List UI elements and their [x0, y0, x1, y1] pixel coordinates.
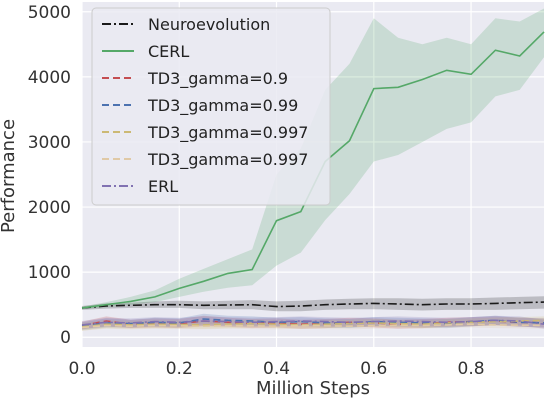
- x-tick-label: 0.8: [458, 359, 485, 379]
- y-tick-label: 5000: [28, 3, 71, 23]
- y-axis-title: Performance: [0, 119, 19, 233]
- legend-label-5: TD3_gamma=0.997: [147, 150, 308, 170]
- y-tick-label: 0: [60, 328, 71, 348]
- x-tick-label: 0.0: [68, 359, 95, 379]
- x-tick-labels: 0.0 0.2 0.4 0.6 0.8: [68, 359, 484, 379]
- legend-label-0: Neuroevolution: [148, 15, 270, 34]
- legend-label-3: TD3_gamma=0.99: [147, 96, 298, 116]
- y-tick-label: 2000: [28, 198, 71, 218]
- y-tick-label: 3000: [28, 133, 71, 153]
- legend-box: [91, 7, 331, 206]
- series-line-5: [81, 323, 545, 329]
- x-tick-label: 0.4: [263, 359, 290, 379]
- series-band-0: [82, 296, 544, 312]
- legend-label-6: ERL: [148, 177, 178, 196]
- legend-label-1: CERL: [148, 42, 189, 61]
- legend: Neuroevolution CERL TD3_gamma=0.9 TD3_gamma…: [91, 7, 331, 206]
- series-line-4: [81, 319, 545, 328]
- legend-label-2: TD3_gamma=0.9: [147, 69, 288, 89]
- x-axis-title: Million Steps: [256, 378, 370, 399]
- x-tick-label: 0.2: [166, 359, 193, 379]
- legend-label-4: TD3_gamma=0.997: [147, 123, 308, 143]
- y-tick-labels: 0 1000 2000 3000 4000 5000: [28, 3, 71, 348]
- x-tick-label: 0.6: [360, 359, 387, 379]
- y-tick-label: 4000: [28, 68, 71, 88]
- y-tick-label: 1000: [28, 263, 71, 283]
